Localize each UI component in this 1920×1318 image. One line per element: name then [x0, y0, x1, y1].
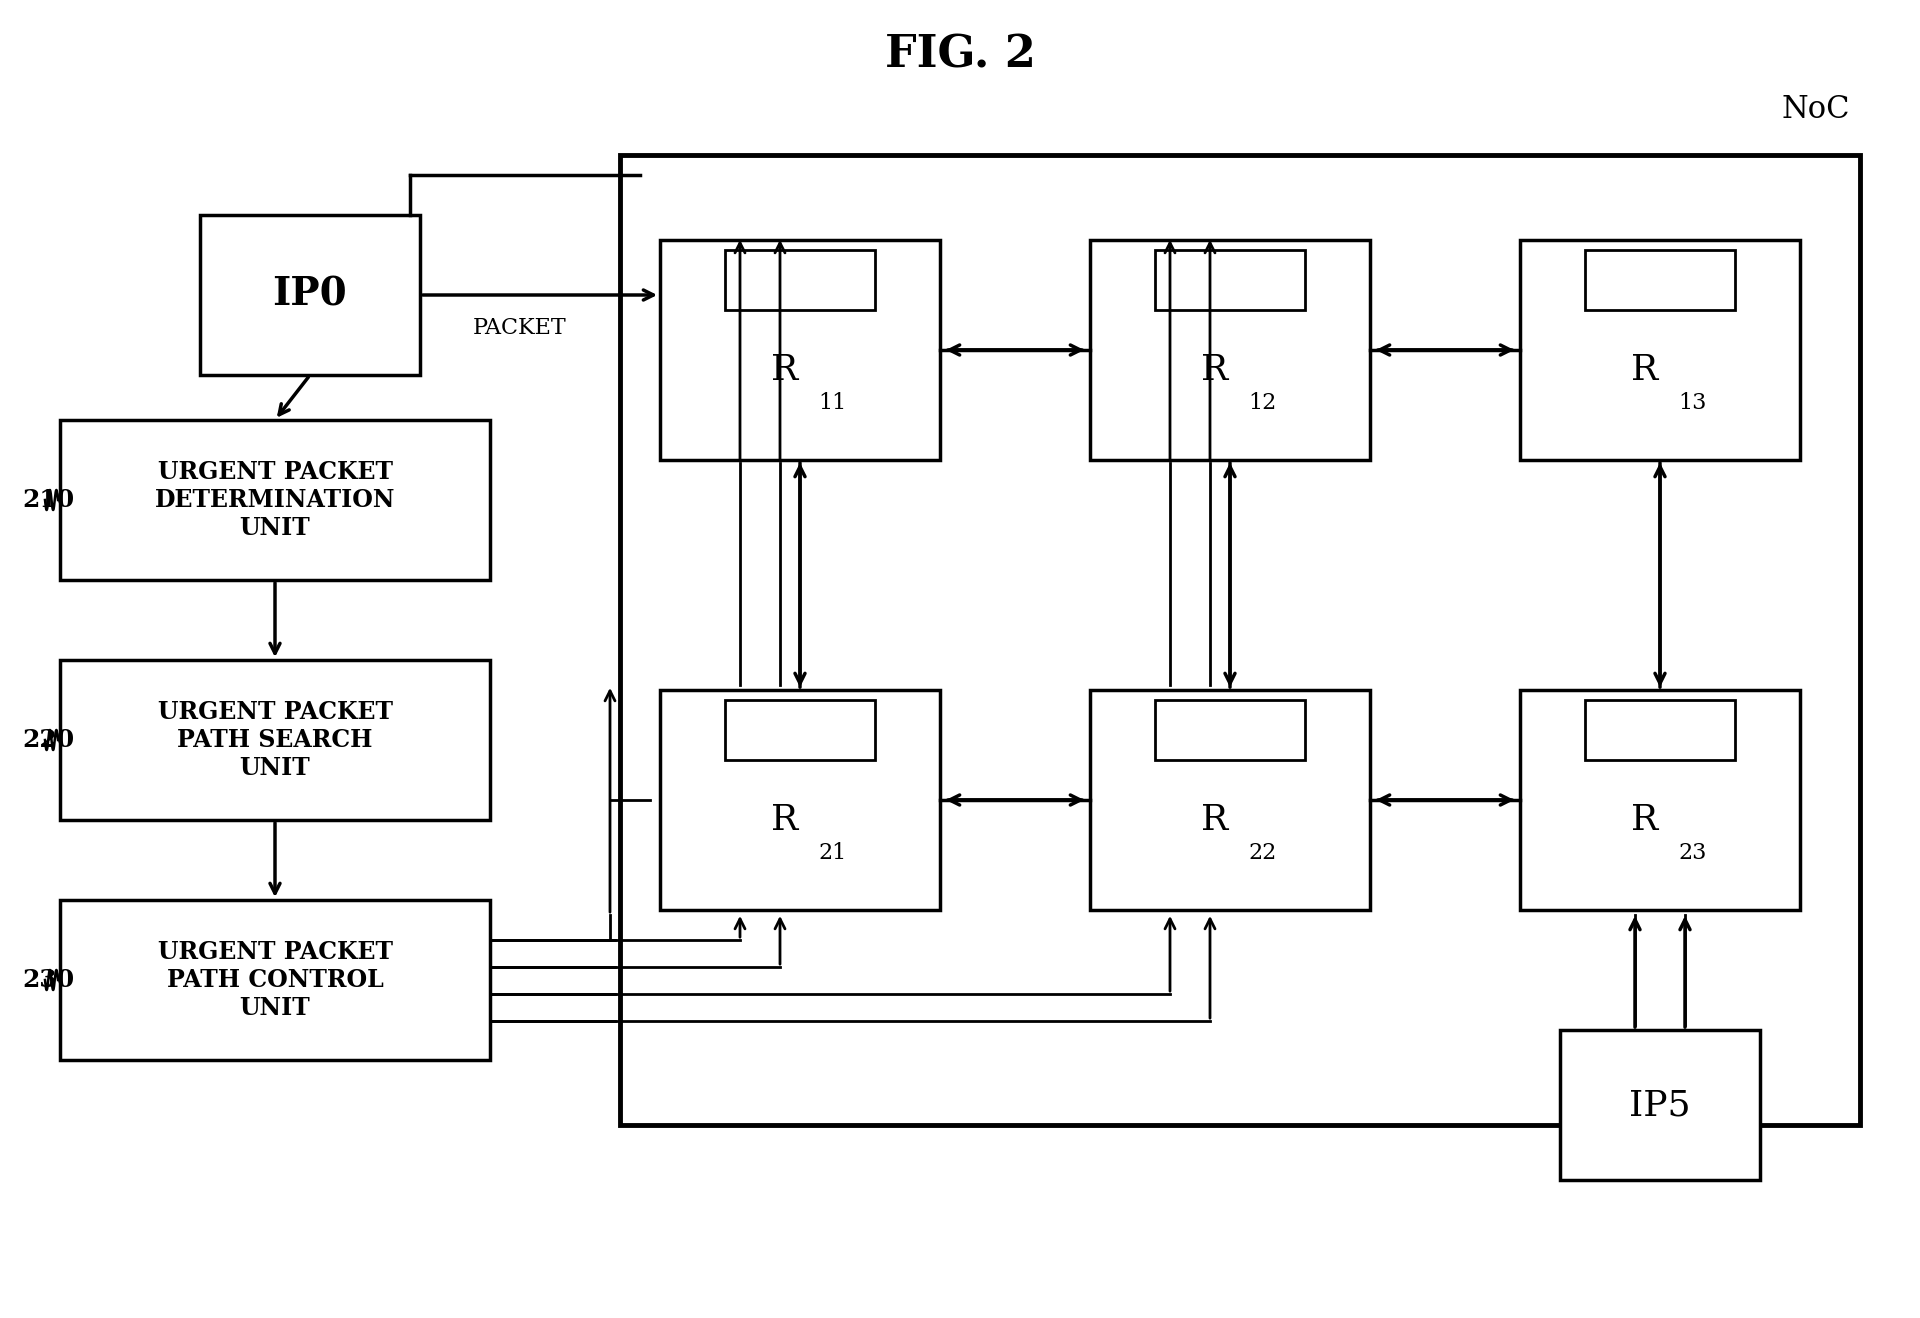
Bar [60, 660, 490, 820]
Text: IP0: IP0 [273, 275, 348, 314]
Text: IP5: IP5 [1630, 1087, 1692, 1122]
Text: 13: 13 [1678, 391, 1707, 414]
Bar [726, 700, 876, 760]
Bar [1586, 250, 1736, 310]
Bar [1091, 240, 1371, 460]
Text: FIG. 2: FIG. 2 [885, 33, 1035, 76]
Text: 220: 220 [21, 728, 75, 753]
Text: NoC: NoC [1782, 94, 1851, 125]
Bar [200, 215, 420, 376]
Text: R: R [1632, 353, 1659, 387]
Text: 22: 22 [1248, 842, 1277, 865]
Text: PACKET: PACKET [472, 318, 566, 339]
Text: 23: 23 [1678, 842, 1707, 865]
Bar [1156, 700, 1306, 760]
Text: R: R [772, 353, 799, 387]
Text: R: R [772, 803, 799, 837]
Bar [726, 250, 876, 310]
Text: 210: 210 [21, 488, 75, 511]
Text: URGENT PACKET
PATH CONTROL
UNIT: URGENT PACKET PATH CONTROL UNIT [157, 940, 392, 1020]
Bar [1156, 250, 1306, 310]
Bar [60, 420, 490, 580]
Text: R: R [1202, 803, 1229, 837]
Text: 21: 21 [818, 842, 847, 865]
Bar [1521, 691, 1801, 909]
Bar [1586, 700, 1736, 760]
Bar [660, 691, 941, 909]
Text: R: R [1632, 803, 1659, 837]
Bar [660, 240, 941, 460]
Bar [620, 156, 1860, 1126]
Bar [1559, 1029, 1761, 1180]
Bar [1521, 240, 1801, 460]
Bar [1091, 691, 1371, 909]
Text: R: R [1202, 353, 1229, 387]
Text: URGENT PACKET
DETERMINATION
UNIT: URGENT PACKET DETERMINATION UNIT [156, 460, 396, 540]
Text: URGENT PACKET
PATH SEARCH
UNIT: URGENT PACKET PATH SEARCH UNIT [157, 700, 392, 780]
Bar [60, 900, 490, 1060]
Text: 11: 11 [818, 391, 847, 414]
Text: 12: 12 [1248, 391, 1277, 414]
Text: 230: 230 [21, 967, 75, 992]
